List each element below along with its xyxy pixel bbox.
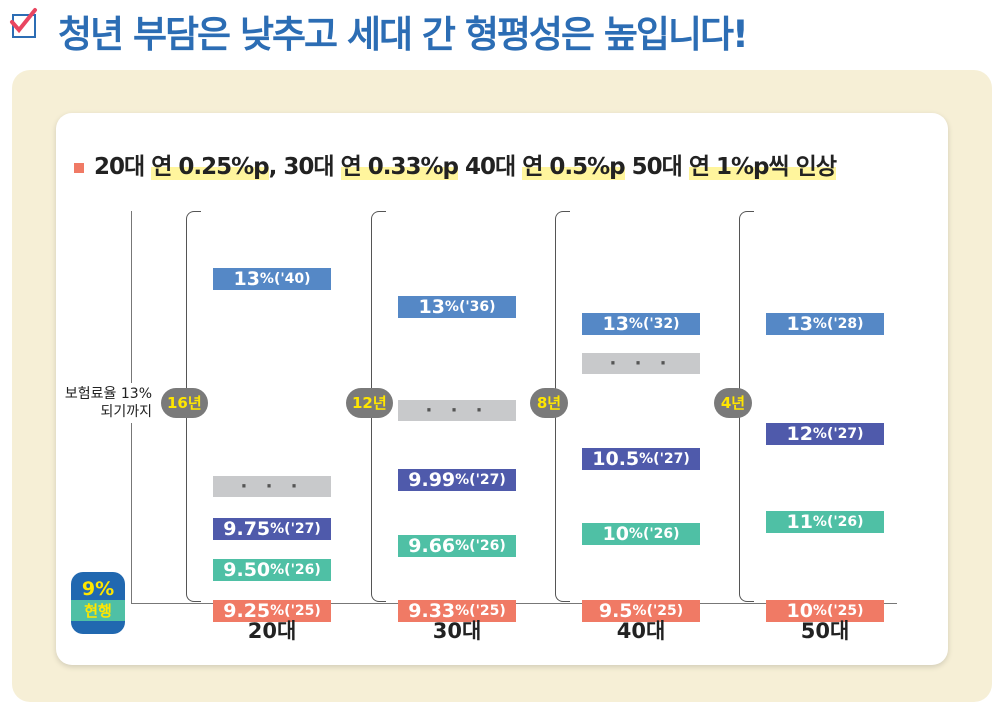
checkbox-icon [10, 8, 37, 38]
segment-value: 11 [786, 511, 813, 533]
bar-segment: 9.33% ('25) [398, 600, 516, 622]
bar-segment: 13% ('36) [398, 296, 516, 318]
percent-sign: % [812, 603, 827, 619]
segment-year: ('26) [642, 526, 680, 542]
bar-segment: 9.66% ('26) [398, 535, 516, 557]
segment-value: · · · [240, 476, 304, 497]
segment-value: 9.33 [408, 600, 456, 622]
percent-sign: % [444, 299, 459, 315]
segment-value: 9.25 [223, 600, 271, 622]
bar-segment: 9.5% ('25) [582, 600, 700, 622]
percent-sign: % [455, 538, 470, 554]
percent-sign: % [632, 603, 647, 619]
duration-badge: 16년 [161, 388, 208, 418]
current-rate-badge: 9% 현행 [71, 572, 125, 634]
bar-segment: 12% ('27) [766, 423, 884, 445]
segment-year: ('27) [826, 426, 864, 442]
segment-year: ('32) [642, 316, 680, 332]
segment-value: 12 [786, 423, 813, 445]
segment-value: 9.75 [223, 518, 271, 540]
segment-year: ('25) [469, 603, 506, 619]
y-axis-label: 보험료율 13%되기까지 [60, 383, 152, 423]
segment-year: ('40) [273, 271, 311, 287]
segment-year: ('27) [653, 451, 690, 467]
segment-year: ('25) [646, 603, 684, 619]
x-tick-label: 50대 [800, 619, 850, 643]
percent-sign: % [812, 426, 827, 442]
subtitle-highlight: 연 0.33%p [340, 154, 459, 180]
segment-year: ('25) [284, 603, 321, 619]
duration-badge: 12년 [346, 388, 393, 418]
bar-segment: 13% ('40) [213, 268, 331, 290]
segment-year: ('27) [469, 472, 506, 488]
percent-sign: % [270, 562, 285, 578]
bar-50대: 10% ('25) 11% ('26) 12% ('27) 13% ('28) [766, 211, 884, 622]
bar-segment: 9.50% ('26) [213, 559, 331, 581]
chart-card [56, 113, 948, 665]
segment-year: ('27) [284, 521, 321, 537]
segment-value: 9.66 [408, 535, 456, 557]
segment-value: 10 [602, 523, 629, 545]
subtitle-text: 40대 [458, 154, 516, 180]
current-rate-label: 현행 [71, 600, 125, 621]
x-tick-label: 20대 [247, 619, 297, 643]
percent-sign: % [639, 451, 654, 467]
subtitle-text: 20대 [94, 154, 145, 180]
percent-sign: % [812, 514, 827, 530]
bar-gap-segment: · · · [398, 400, 516, 421]
bar-segment: 10% ('25) [766, 600, 884, 622]
subtitle-highlight: 연 0.25%p [151, 154, 270, 180]
segment-year: ('36) [458, 299, 496, 315]
bar-segment: 9.99% ('27) [398, 469, 516, 491]
bar-gap-segment: · · · [582, 353, 700, 374]
segment-value: · · · [609, 353, 673, 374]
percent-sign: % [259, 271, 274, 287]
percent-sign: % [628, 316, 643, 332]
x-tick-label: 40대 [616, 619, 666, 643]
duration-badge: 4년 [714, 388, 752, 418]
percent-sign: % [628, 526, 643, 542]
segment-value: 9.5 [598, 600, 633, 622]
subtitle-highlight: 연 0.5%p [522, 154, 626, 180]
segment-value: 10 [786, 600, 813, 622]
current-rate-value: 9% [81, 578, 115, 600]
page-title: 청년 부담은 낮추고 세대 간 형평성은 높입니다! [58, 13, 749, 56]
duration-badge: 8년 [530, 388, 568, 418]
bar-segment: 10.5% ('27) [582, 448, 700, 470]
bar-gap-segment: · · · [213, 476, 331, 497]
bar-segment: 13% ('32) [582, 313, 700, 335]
percent-sign: % [270, 603, 285, 619]
percent-sign: % [270, 521, 285, 537]
bar-40대: 9.5% ('25) 10% ('26) 10.5% ('27) · · · 13% ('32) [582, 211, 700, 622]
segment-value: 13 [418, 296, 445, 318]
bar-segment: 9.75% ('27) [213, 518, 331, 540]
segment-value: 13 [233, 268, 260, 290]
percent-sign: % [455, 603, 470, 619]
segment-year: ('25) [826, 603, 864, 619]
bullet-icon [74, 162, 84, 173]
subtitle: 20대 연 0.25%p, 30대 연 0.33%p 40대 연 0.5%p 5… [74, 147, 837, 181]
segment-year: ('26) [826, 514, 864, 530]
subtitle-highlight: 연 1%p씩 인상 [688, 154, 837, 180]
subtitle-text: , 30대 [268, 154, 335, 180]
segment-value: 10.5 [592, 448, 640, 470]
percent-sign: % [455, 472, 470, 488]
bar-segment: 10% ('26) [582, 523, 700, 545]
segment-value: 9.99 [408, 469, 456, 491]
x-tick-label: 30대 [432, 619, 482, 643]
bar-segment: 9.25% ('25) [213, 600, 331, 622]
bar-segment: 11% ('26) [766, 511, 884, 533]
segment-value: 13 [786, 313, 813, 335]
percent-sign: % [812, 316, 827, 332]
subtitle-text: 50대 [624, 154, 683, 180]
segment-value: 13 [602, 313, 629, 335]
bar-20대: 9.25% ('25) 9.50% ('26) 9.75% ('27) · · · 13% ('… [213, 211, 331, 622]
segment-year: ('26) [469, 538, 506, 554]
segment-value: · · · [425, 400, 489, 421]
segment-year: ('28) [826, 316, 864, 332]
segment-year: ('26) [284, 562, 321, 578]
bar-segment: 13% ('28) [766, 313, 884, 335]
bar-30대: 9.33% ('25) 9.66% ('26) 9.99% ('27) · · · 13% ('… [398, 211, 516, 622]
segment-value: 9.50 [223, 559, 271, 581]
